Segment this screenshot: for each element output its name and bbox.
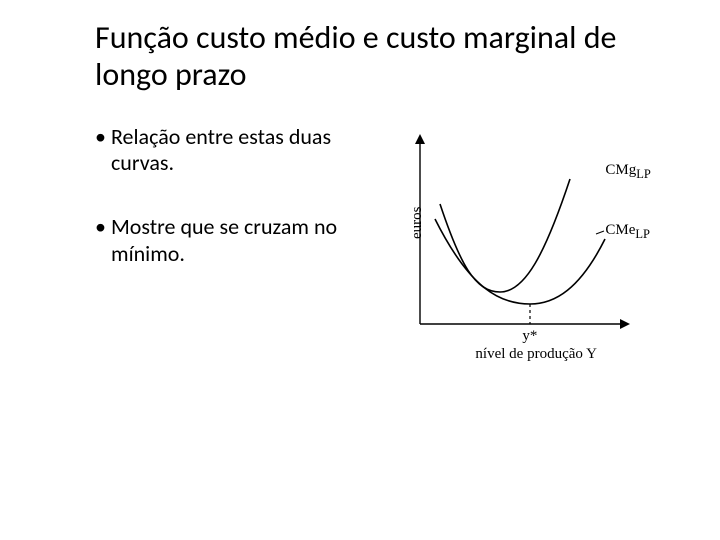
bullet-list: Relação entre estas duas curvas. Mostre … xyxy=(95,124,370,384)
bullet-2: Mostre que se cruzam no mínimo. xyxy=(95,214,370,267)
y-star-label: y* xyxy=(522,328,537,345)
cme-leader xyxy=(596,231,604,234)
cme-curve xyxy=(435,219,605,304)
y-axis-label: euros xyxy=(409,206,426,239)
content-row: Relação entre estas duas curvas. Mostre … xyxy=(95,124,680,384)
bullet-1: Relação entre estas duas curvas. xyxy=(95,124,370,177)
cme-label-sub: LP xyxy=(635,227,650,241)
cmg-label: CMgLP xyxy=(605,162,650,182)
cmg-label-sub: LP xyxy=(636,167,651,181)
slide-title: Função custo médio e custo marginal de l… xyxy=(95,20,680,94)
x-axis-label: nível de produção Y xyxy=(475,346,597,363)
cmg-label-text: CMg xyxy=(605,162,636,178)
x-axis-arrow xyxy=(620,319,630,329)
cost-curves-chart: euros nível de produção Y y* CMgLP CMeLP xyxy=(380,124,680,384)
cmg-curve xyxy=(440,179,570,292)
cme-label-text: CMe xyxy=(605,222,635,238)
y-axis-arrow xyxy=(415,134,425,144)
cme-label: CMeLP xyxy=(605,222,650,242)
